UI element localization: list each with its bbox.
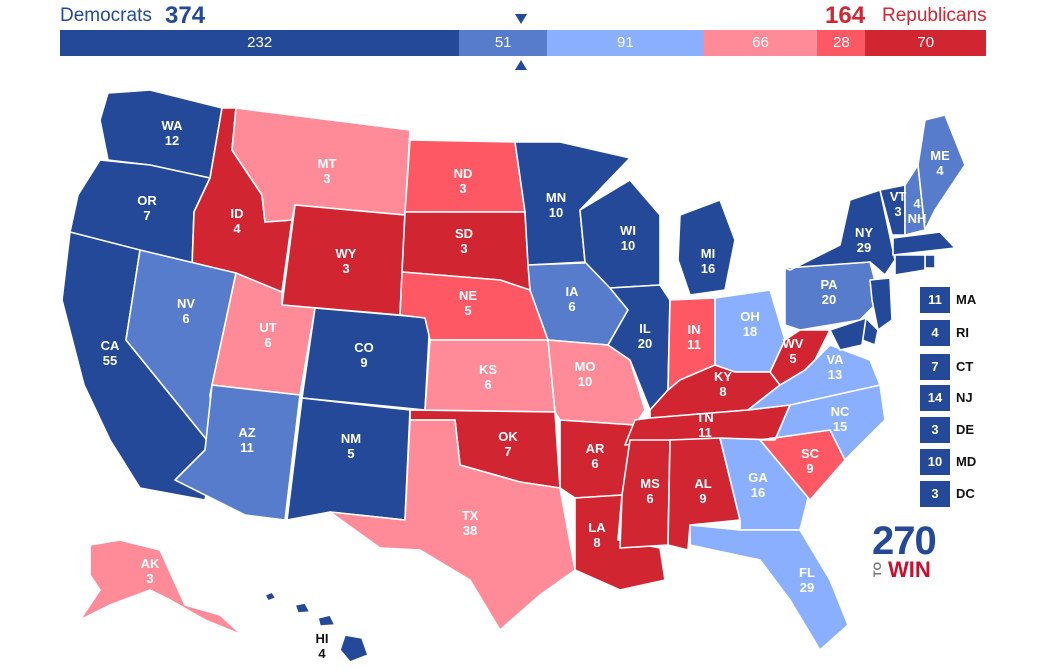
- small-state-ct-label: CT: [956, 359, 974, 374]
- label-wv: WV 5: [783, 336, 804, 366]
- bar-segment-safe-dem[interactable]: 232: [60, 30, 460, 56]
- label-nm: NM 5: [341, 431, 361, 461]
- small-state-ri-box[interactable]: 4: [920, 320, 950, 346]
- label-id: ID 4: [231, 206, 244, 236]
- label-ne: NE 5: [459, 288, 477, 318]
- label-wy: WY 3: [336, 246, 357, 276]
- header: Democrats 374 164 Republicans 232 51 91 …: [0, 0, 1050, 80]
- label-tx: TX 38: [462, 508, 479, 538]
- small-state-ma-label: MA: [956, 292, 977, 307]
- label-tn: TN 11: [696, 410, 713, 440]
- state-nj[interactable]: [869, 277, 893, 331]
- label-mn: MN 10: [546, 190, 566, 220]
- label-oh: OH 18: [740, 309, 760, 339]
- label-wi: WI 10: [620, 223, 636, 253]
- state-ny[interactable]: [784, 189, 896, 276]
- label-me: ME 4: [930, 148, 950, 178]
- label-ca: CA 55: [101, 338, 120, 368]
- bar-segment-lean-dem[interactable]: 91: [547, 30, 704, 56]
- state-ri[interactable]: [924, 254, 936, 269]
- bar-segment-likely-rep[interactable]: 28: [817, 30, 866, 56]
- label-ga: GA 16: [748, 470, 768, 500]
- label-fl: FL 29: [799, 565, 815, 595]
- republicans-label: Republicans: [882, 5, 987, 26]
- state-me[interactable]: [917, 114, 966, 231]
- state-ak[interactable]: [79, 539, 243, 636]
- logo-to: TO: [872, 562, 884, 578]
- small-state-ct-box[interactable]: 7: [920, 354, 950, 380]
- republicans-total: 164: [825, 2, 866, 29]
- label-hi: HI 4: [316, 631, 329, 661]
- label-sd: SD 3: [455, 226, 473, 256]
- label-in: IN 11: [687, 322, 701, 352]
- label-ok: OK 7: [498, 429, 518, 459]
- democrats-total: 374: [165, 2, 206, 29]
- label-nv: NV 6: [177, 296, 195, 326]
- small-state-md-label: MD: [956, 454, 977, 469]
- state-ms[interactable]: [619, 439, 671, 549]
- label-or: OR 7: [137, 193, 157, 223]
- state-ma[interactable]: [892, 231, 956, 256]
- small-state-de-label: DE: [956, 422, 975, 437]
- state-md[interactable]: [829, 317, 867, 351]
- 270towin-logo[interactable]: 270 TO WIN: [872, 520, 947, 582]
- state-wv[interactable]: [769, 329, 831, 386]
- label-ks: KS 6: [479, 362, 497, 392]
- logo-number: 270: [872, 519, 937, 563]
- label-ms: MS 6: [640, 476, 660, 506]
- small-state-md-box[interactable]: 10: [920, 449, 950, 475]
- label-ky: KY 8: [714, 369, 732, 399]
- bar-segment-safe-rep[interactable]: 70: [865, 30, 986, 56]
- label-co: CO 9: [354, 340, 374, 370]
- label-mi: MI 16: [701, 246, 715, 276]
- bar-segment-lean-rep[interactable]: 66: [703, 30, 818, 56]
- label-az: AZ 11: [238, 425, 255, 455]
- state-mi[interactable]: [677, 199, 736, 296]
- small-state-ri-label: RI: [956, 325, 969, 340]
- small-state-nj-label: NJ: [956, 390, 973, 405]
- state-tx[interactable]: [329, 419, 576, 631]
- label-mo: MO 10: [575, 359, 596, 389]
- small-state-nj-box[interactable]: 14: [920, 385, 950, 411]
- state-hi[interactable]: [264, 591, 369, 663]
- label-ak: AK 3: [141, 556, 160, 586]
- label-nd: ND 3: [454, 166, 473, 196]
- label-pa: PA 20: [820, 277, 838, 307]
- 270-marker-top-icon: [515, 14, 527, 24]
- state-fl[interactable]: [689, 524, 849, 651]
- label-ia: IA 6: [566, 284, 580, 314]
- democrats-label: Democrats: [60, 5, 152, 26]
- label-sc: SC 9: [801, 446, 820, 476]
- state-az[interactable]: [174, 384, 301, 521]
- label-la: LA 8: [588, 520, 606, 550]
- small-state-dc-label: DC: [956, 486, 975, 501]
- label-nh: 4 NH: [908, 196, 927, 226]
- logo-win: WIN: [888, 557, 931, 582]
- label-al: AL 9: [694, 476, 711, 506]
- bar-segment-likely-dem[interactable]: 51: [459, 30, 548, 56]
- state-ct[interactable]: [894, 254, 926, 276]
- small-state-de-box[interactable]: 3: [920, 417, 950, 443]
- small-state-ma-box[interactable]: 11: [920, 287, 950, 313]
- label-nc: NC 15: [831, 404, 850, 434]
- label-va: VA 13: [826, 352, 844, 382]
- label-vt: VT 3: [890, 189, 907, 219]
- label-ar: AR 6: [586, 441, 605, 471]
- label-mt: MT 3: [318, 156, 337, 186]
- small-state-dc-box[interactable]: 3: [920, 481, 950, 507]
- label-ny: NY 29: [855, 225, 873, 255]
- label-il: IL 20: [638, 321, 652, 351]
- label-ut: UT 6: [259, 320, 276, 350]
- state-labels: WA 12 OR 7 CA 55 ID 4 NV 6 MT 3 WY 3 UT 6 AZ 11 C…: [101, 118, 950, 661]
- label-wa: WA 12: [162, 118, 184, 148]
- 270-marker-bottom-icon: [515, 60, 527, 70]
- electoral-vote-bar: 232 51 91 66 28 70: [60, 30, 986, 56]
